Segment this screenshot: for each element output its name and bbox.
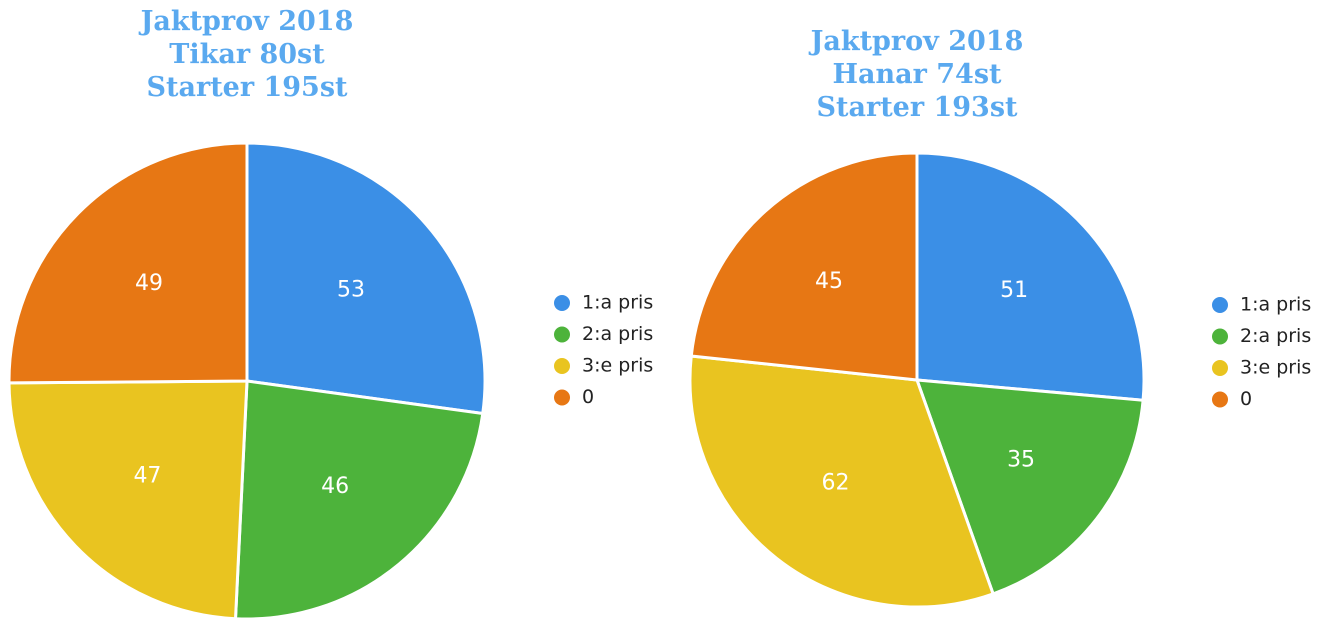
pie-slice xyxy=(915,151,1146,402)
legend-swatch xyxy=(1212,391,1228,408)
slice-label: 45 xyxy=(815,269,843,294)
slice-label: 62 xyxy=(822,470,850,495)
legend-swatch xyxy=(554,326,570,343)
slice-label: 51 xyxy=(1000,278,1028,303)
slice-label: 49 xyxy=(135,271,163,296)
legend-label: 2:a pris xyxy=(582,323,653,345)
chart-title: Starter 193st xyxy=(817,92,1019,123)
pie-slice xyxy=(689,151,919,382)
chart-title: Jaktprov 2018 xyxy=(809,26,1024,57)
slice-label: 47 xyxy=(133,464,161,489)
legend-swatch xyxy=(554,358,570,374)
slice-label: 53 xyxy=(337,277,365,302)
pie-slice xyxy=(234,379,485,618)
slice-label: 35 xyxy=(1007,448,1035,473)
legend-swatch xyxy=(554,295,570,311)
chart-title: Starter 195st xyxy=(147,72,349,103)
pie-slice xyxy=(688,354,996,609)
legend-label: 3:e pris xyxy=(1240,357,1311,379)
legend-swatch xyxy=(554,389,570,406)
legend-label: 2:a pris xyxy=(1240,325,1311,347)
chart-title: Hanar 74st xyxy=(832,59,1002,90)
legend-label: 0 xyxy=(582,386,594,408)
legend-swatch xyxy=(1212,328,1228,345)
pie-slice xyxy=(245,141,487,416)
pie-slice xyxy=(914,378,1145,596)
legend-swatch xyxy=(1212,360,1228,376)
legend-label: 1:a pris xyxy=(1240,294,1311,316)
slice-label: 46 xyxy=(321,474,349,499)
legend-label: 3:e pris xyxy=(582,355,653,377)
legend-label: 1:a pris xyxy=(582,292,653,314)
legend-label: 0 xyxy=(1240,388,1252,410)
pie-slice xyxy=(7,141,249,385)
pie-slice xyxy=(7,379,249,618)
chart-title: Tikar 80st xyxy=(169,39,325,70)
chart-title: Jaktprov 2018 xyxy=(139,6,354,37)
legend-swatch xyxy=(1212,297,1228,313)
